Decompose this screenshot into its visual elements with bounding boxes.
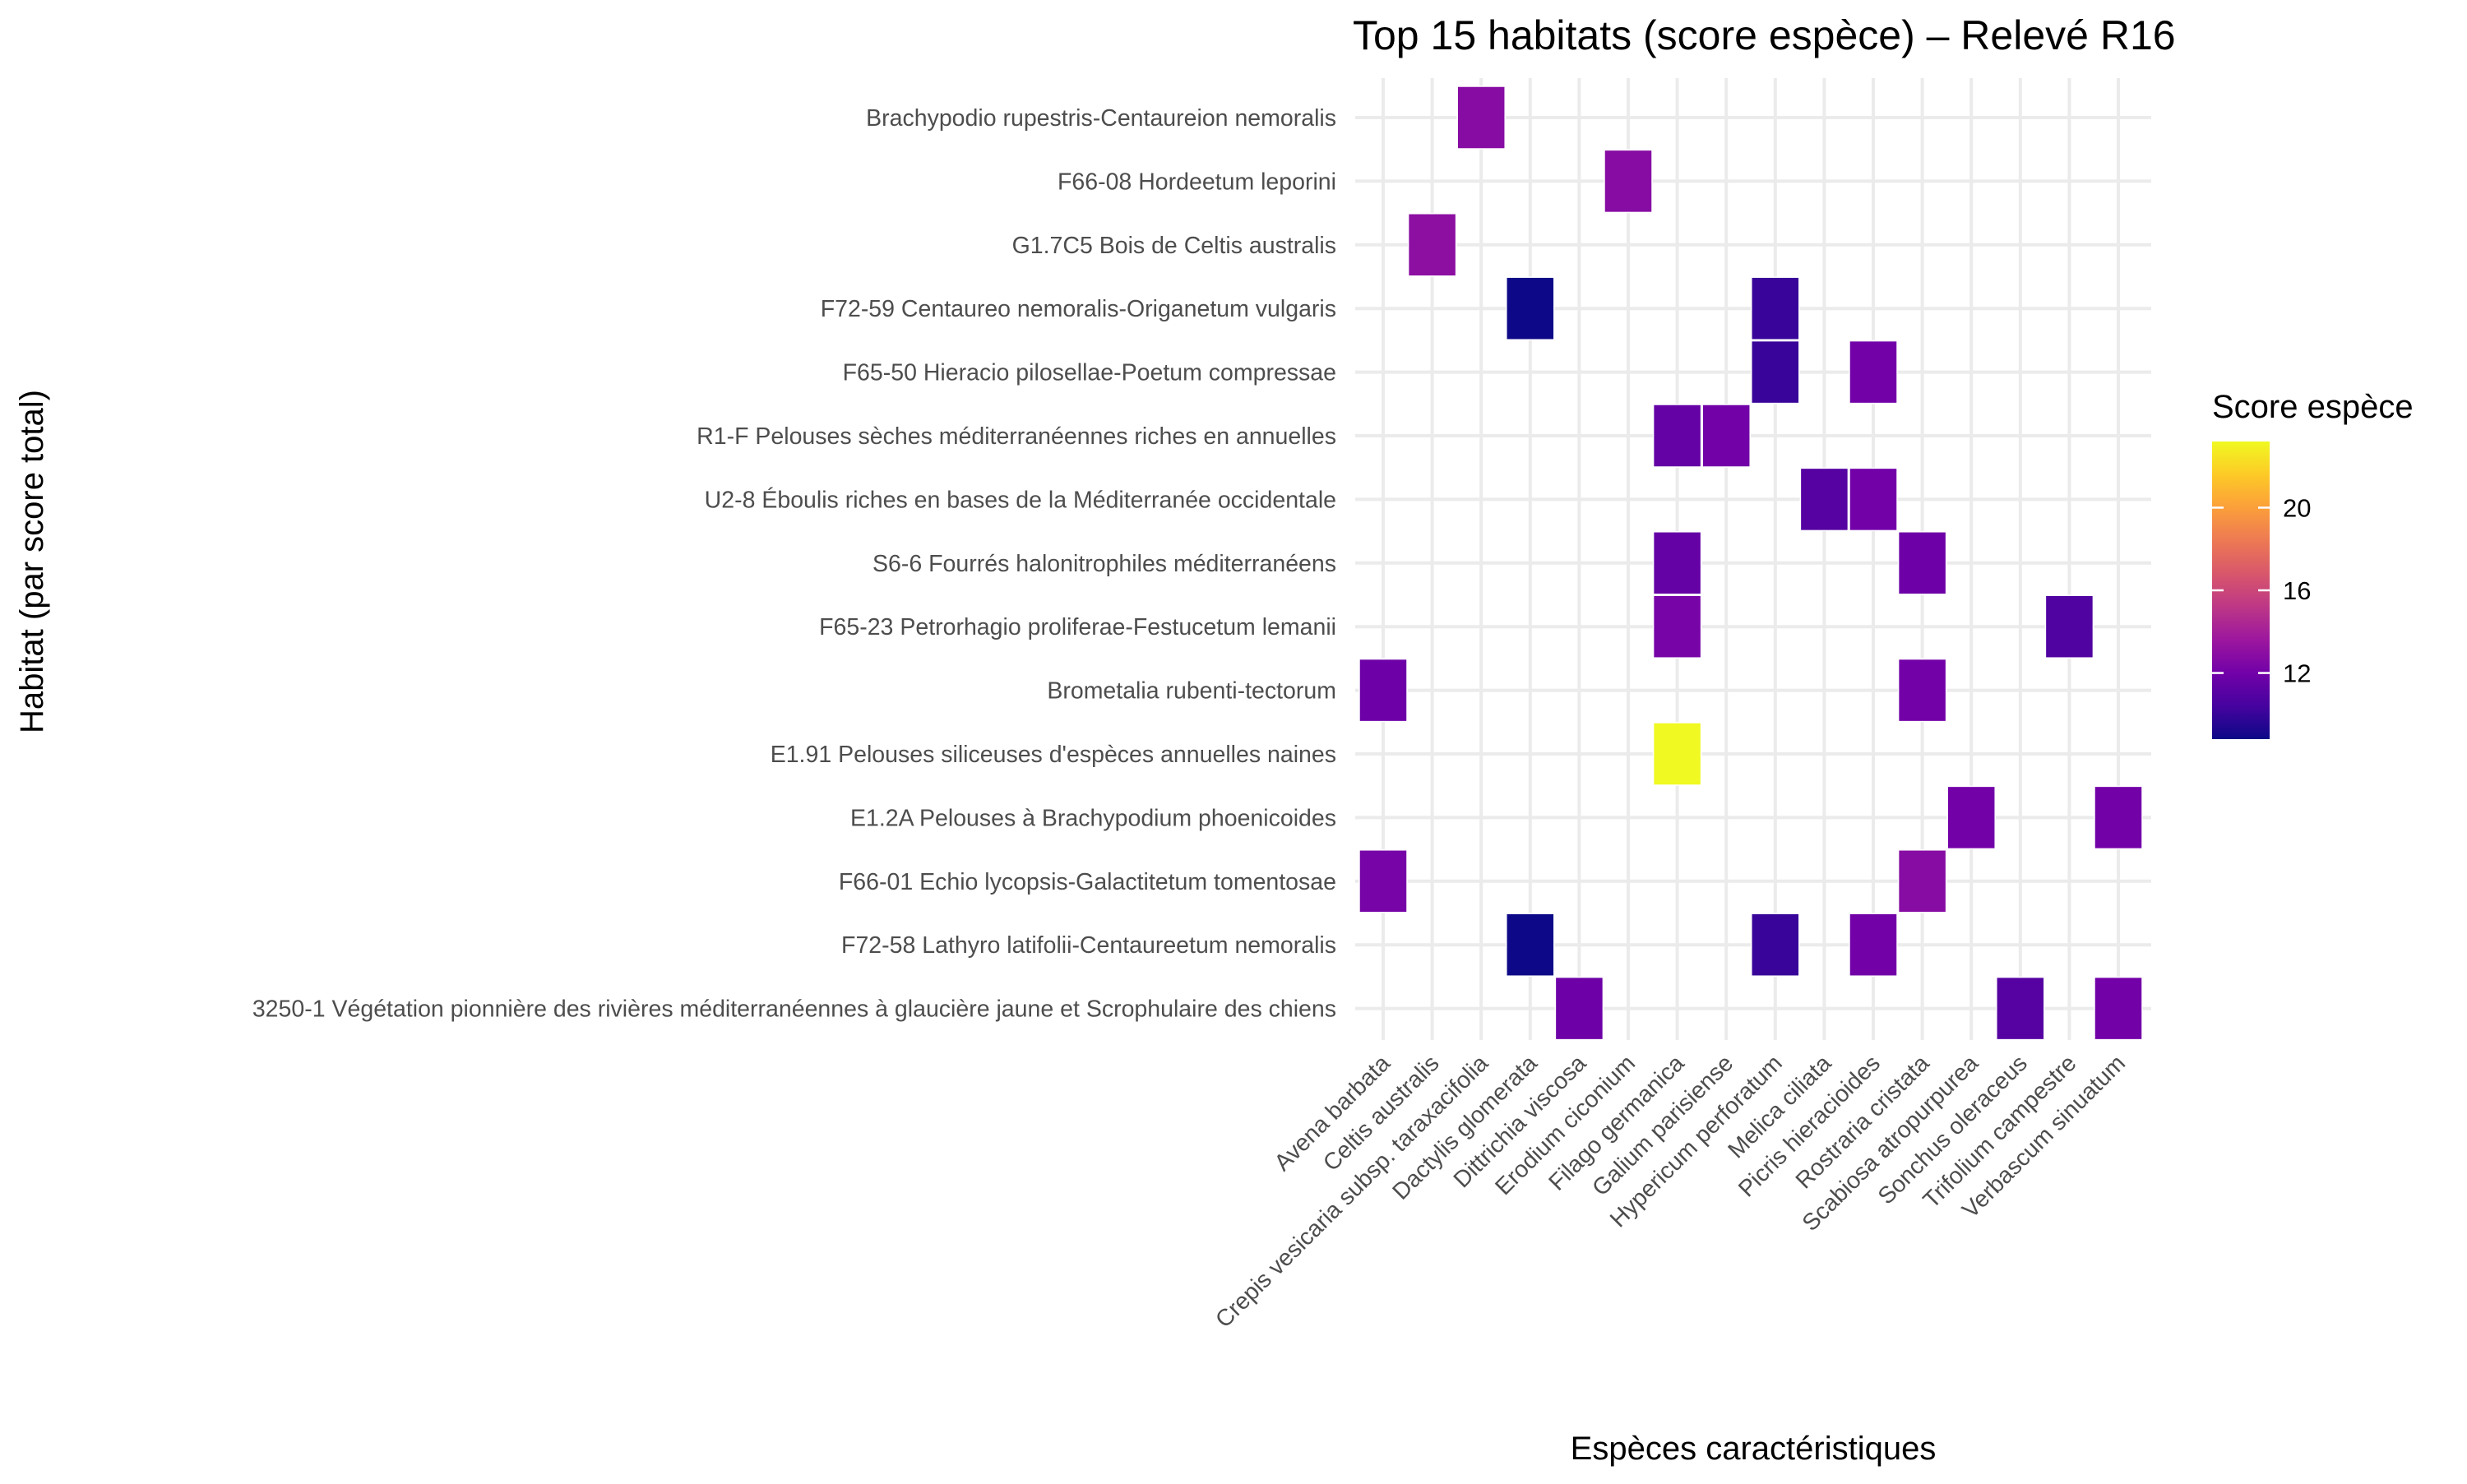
heatmap-cell: [1506, 913, 1555, 977]
y-tick-label: E1.91 Pelouses siliceuses d'espèces annu…: [771, 742, 1336, 768]
heatmap-cell: [1652, 594, 1702, 659]
y-tick-label: Brometalia rubenti-tectorum: [1047, 678, 1336, 705]
y-tick-label: R1-F Pelouses sèches méditerranéennes ri…: [697, 423, 1336, 450]
legend-tick-label: 16: [2283, 576, 2311, 605]
legend-title: Score espèce: [2212, 389, 2414, 425]
y-tick-label: F65-50 Hieracio pilosellae-Poetum compre…: [843, 360, 1336, 386]
grid-layer: [1355, 78, 2151, 1040]
heatmap-cell: [1554, 976, 1604, 1041]
legend-tick-label: 20: [2283, 493, 2311, 522]
heatmap-cell: [1897, 658, 1947, 723]
heatmap-cell: [2044, 594, 2094, 659]
heatmap-cell: [1996, 976, 2045, 1041]
y-tick-label: G1.7C5 Bois de Celtis australis: [1012, 233, 1336, 259]
y-tick-label: F66-08 Hordeetum leporini: [1058, 169, 1336, 195]
legend-ticks: 12 16 20: [2212, 493, 2311, 688]
heatmap-cell: [1701, 404, 1751, 468]
heatmap-cell: [1604, 149, 1653, 214]
heatmap-cell: [1897, 531, 1947, 595]
y-tick-label: 3250-1 Végétation pionnière des rivières…: [252, 996, 1336, 1023]
heatmap-cell: [1652, 531, 1702, 595]
legend-tick-label: 12: [2283, 659, 2311, 688]
x-axis-title: Espèces caractéristiques: [1571, 1431, 1937, 1467]
y-tick-label: E1.2A Pelouses à Brachypodium phoenicoid…: [850, 805, 1336, 831]
heatmap-cell: [1946, 785, 1996, 850]
y-tick-label: F65-23 Petrorhagio proliferae-Festucetum…: [819, 614, 1336, 640]
y-tick-label: F72-59 Centaureo nemoralis-Origanetum vu…: [821, 296, 1336, 322]
heatmap-cell: [1456, 86, 1506, 150]
heatmap-cell: [1751, 276, 1800, 340]
color-legend: Score espèce 12 16 20: [2212, 389, 2414, 739]
y-tick-label: U2-8 Éboulis riches en bases de la Médit…: [705, 487, 1336, 513]
heatmap-cell: [2094, 976, 2143, 1041]
heatmap-cell: [1849, 340, 1898, 405]
y-tick-labels: Brachypodio rupestris-Centaureion nemora…: [252, 105, 1336, 1023]
heatmap-cell: [1358, 658, 1408, 723]
heatmap-cell: [1652, 722, 1702, 786]
heatmap-cell: [2094, 785, 2143, 850]
y-tick-label: F66-01 Echio lycopsis-Galactitetum tomen…: [839, 869, 1336, 895]
y-tick-label: F72-58 Lathyro latifolii-Centaureetum ne…: [841, 932, 1336, 959]
y-tick-label: S6-6 Fourrés halonitrophiles méditerrané…: [872, 551, 1336, 577]
y-axis-title: Habitat (par score total): [14, 390, 50, 733]
heatmap-cell: [1751, 913, 1800, 977]
heatmap-cell: [1897, 849, 1947, 913]
y-tick-label: Brachypodio rupestris-Centaureion nemora…: [866, 105, 1336, 132]
heatmap-cell: [1358, 849, 1408, 913]
heatmap-cell: [1751, 340, 1800, 405]
heatmap-cells: [1358, 86, 2143, 1041]
heatmap-cell: [1506, 276, 1555, 340]
chart-title: Top 15 habitats (score espèce) – Relevé …: [1353, 12, 2176, 58]
heatmap-cell: [1849, 467, 1898, 532]
heatmap-cell: [1407, 213, 1457, 277]
heatmap-cell: [1652, 404, 1702, 468]
heatmap-cell: [1799, 467, 1849, 532]
heatmap-cell: [1849, 913, 1898, 977]
